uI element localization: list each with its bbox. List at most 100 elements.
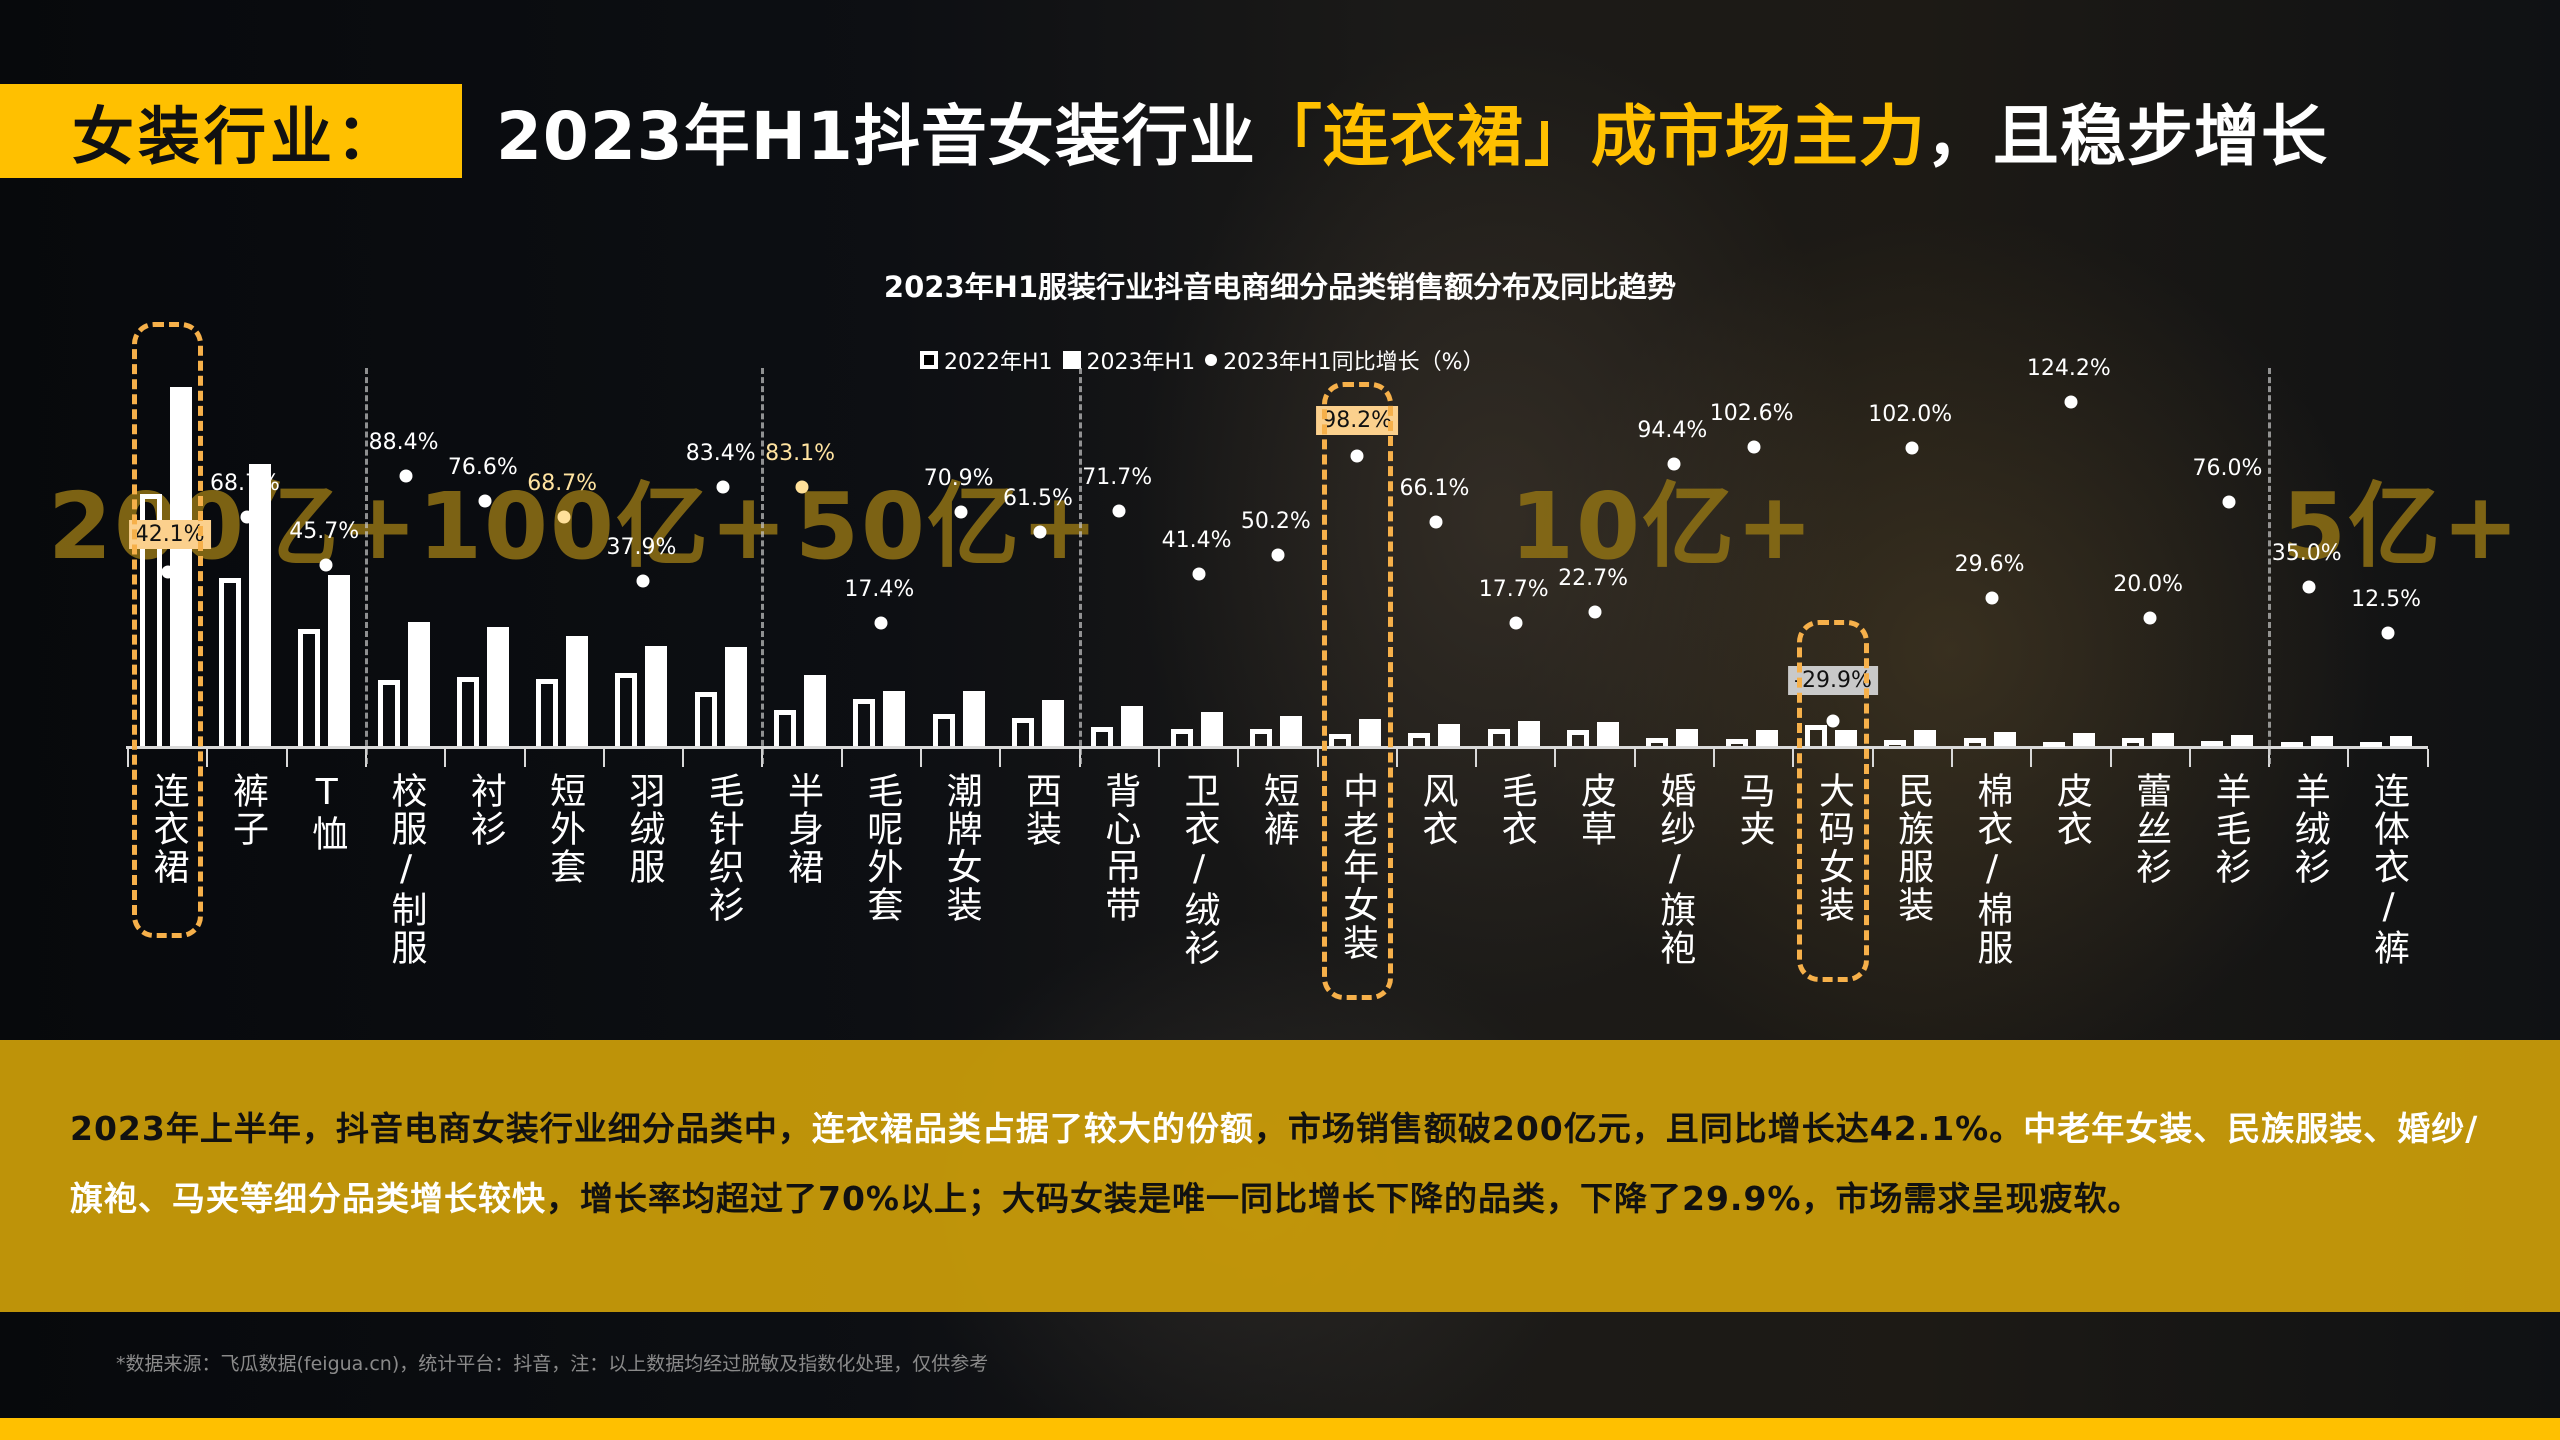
legend-label: 2023年H1同比增长（%） bbox=[1223, 350, 1485, 375]
growth-label: 37.9% bbox=[606, 534, 677, 560]
growth-dot bbox=[1350, 449, 1364, 463]
growth-dot bbox=[1588, 605, 1602, 619]
x-axis-tick bbox=[1475, 749, 1478, 767]
category-label: 裤子 bbox=[226, 772, 268, 848]
growth-dot bbox=[1429, 515, 1443, 529]
bar-2022 bbox=[2201, 741, 2224, 746]
bar-2023 bbox=[645, 646, 668, 746]
bar-2023 bbox=[962, 691, 985, 746]
category-label: 短裤 bbox=[1257, 772, 1299, 848]
growth-label: 102.6% bbox=[1709, 400, 1794, 426]
tier-label: 200亿+ bbox=[48, 473, 420, 580]
category-label: 毛衣 bbox=[1495, 772, 1537, 848]
x-axis-tick bbox=[1554, 749, 1557, 767]
bar-2023 bbox=[486, 627, 509, 746]
bar-2023 bbox=[2310, 736, 2333, 746]
tier-label: 5亿+ bbox=[2282, 473, 2522, 580]
category-label: 连衣裙 bbox=[147, 772, 189, 886]
x-axis-tick bbox=[2188, 749, 2191, 767]
bar-2023 bbox=[2152, 733, 2175, 746]
summary-part: 2023年上半年，抖音电商女装行业细分品类中， bbox=[70, 1109, 812, 1148]
summary-text: 2023年上半年，抖音电商女装行业细分品类中，连衣裙品类占据了较大的份额，市场销… bbox=[70, 1094, 2490, 1234]
x-axis-tick bbox=[2347, 749, 2350, 767]
bottom-accent-bar bbox=[0, 1418, 2560, 1440]
growth-dot bbox=[2302, 580, 2316, 594]
solid-square-icon bbox=[1062, 351, 1081, 369]
bar-2022 bbox=[853, 699, 876, 746]
category-label: 皮草 bbox=[1575, 772, 1617, 848]
growth-label: 68.7% bbox=[209, 470, 280, 496]
bar-2023 bbox=[2390, 736, 2413, 746]
bar-2023 bbox=[1834, 730, 1857, 746]
growth-dot bbox=[636, 574, 650, 588]
bar-2023 bbox=[1438, 724, 1461, 746]
bar-2022 bbox=[1408, 733, 1431, 746]
x-axis-tick bbox=[840, 749, 843, 767]
summary-part-highlight: 中老年女装、民族服装、婚纱/旗袍、马夹等细分品类增长较快 bbox=[70, 1109, 2479, 1218]
bar-2023 bbox=[328, 575, 351, 746]
x-axis-tick bbox=[206, 749, 209, 767]
bar-2022 bbox=[1963, 738, 1986, 746]
category-label: 毛针织衫 bbox=[702, 772, 744, 924]
chart-title: 2023年H1服装行业抖音电商细分品类销售额分布及同比趋势 bbox=[883, 270, 1677, 304]
bar-2022 bbox=[615, 673, 638, 746]
bar-2022 bbox=[1646, 738, 1669, 746]
title-part-highlight: 「连衣裙」成市场主力 bbox=[1255, 98, 1926, 175]
page-title: 2023年H1抖音女装行业 「连衣裙」成市场主力 ，且稳步增长 bbox=[496, 84, 2328, 178]
growth-label: 50.2% bbox=[1240, 509, 1311, 535]
growth-label: 124.2% bbox=[2026, 356, 2111, 382]
legend-growth: 2023年H1同比增长（%） bbox=[1205, 344, 1485, 376]
bar-2023 bbox=[804, 675, 827, 746]
bar-2023 bbox=[724, 647, 747, 746]
category-label: 衬衫 bbox=[464, 772, 506, 848]
x-axis-tick bbox=[1157, 749, 1160, 767]
growth-dot bbox=[2222, 495, 2236, 509]
bar-2022 bbox=[1725, 739, 1748, 746]
bar-2023 bbox=[1359, 719, 1382, 746]
bar-2023 bbox=[248, 464, 271, 746]
bar-2022 bbox=[2042, 742, 2065, 747]
x-axis-tick bbox=[1950, 749, 1953, 767]
x-axis-tick bbox=[523, 749, 526, 767]
growth-label: 17.4% bbox=[844, 577, 915, 603]
category-label: 大码女装 bbox=[1812, 772, 1854, 924]
x-axis-tick bbox=[285, 749, 288, 767]
growth-dot bbox=[2381, 626, 2395, 640]
legend-label: 2022年H1 bbox=[944, 350, 1053, 375]
growth-dot bbox=[1667, 457, 1681, 471]
category-label: 校服/制服 bbox=[385, 772, 427, 967]
bar-2023 bbox=[169, 387, 192, 746]
growth-label: 12.5% bbox=[2351, 587, 2421, 613]
bar-2023 bbox=[2231, 735, 2254, 746]
category-label: 皮衣 bbox=[2050, 772, 2092, 848]
growth-dot bbox=[1747, 440, 1761, 454]
bar-2022 bbox=[536, 679, 559, 746]
summary-part-highlight: 连衣裙品类占据了较大的份额 bbox=[811, 1109, 1254, 1148]
x-axis-tick bbox=[444, 749, 447, 767]
bar-2023 bbox=[1993, 732, 2016, 746]
bar-2022 bbox=[2360, 742, 2383, 747]
bar-2022 bbox=[139, 494, 162, 746]
growth-dot bbox=[954, 505, 968, 519]
category-label: 羊毛衫 bbox=[2209, 772, 2251, 886]
x-axis-tick bbox=[127, 749, 129, 767]
category-label: 羊绒衫 bbox=[2288, 772, 2330, 886]
growth-label: 29.6% bbox=[1954, 551, 2025, 577]
growth-label: 94.4% bbox=[1637, 417, 1708, 443]
x-axis-tick bbox=[1792, 749, 1795, 767]
growth-label: 22.7% bbox=[1558, 566, 1628, 592]
bar-2023 bbox=[1914, 730, 1937, 746]
growth-badge: 42.1% bbox=[128, 520, 211, 550]
x-axis-tick bbox=[2030, 749, 2033, 767]
growth-label: 41.4% bbox=[1161, 527, 1232, 553]
bar-2023 bbox=[1121, 706, 1144, 746]
growth-dot bbox=[1271, 548, 1285, 562]
category-label: 西装 bbox=[1019, 772, 1061, 848]
hollow-square-icon bbox=[920, 351, 938, 369]
bar-2022 bbox=[298, 629, 321, 746]
category-label: 民族服装 bbox=[1892, 772, 1934, 924]
x-axis-tick bbox=[1316, 749, 1319, 767]
category-label: 中老年女装 bbox=[1337, 772, 1379, 962]
growth-label: 88.4% bbox=[368, 430, 439, 456]
bar-2023 bbox=[1041, 700, 1064, 746]
